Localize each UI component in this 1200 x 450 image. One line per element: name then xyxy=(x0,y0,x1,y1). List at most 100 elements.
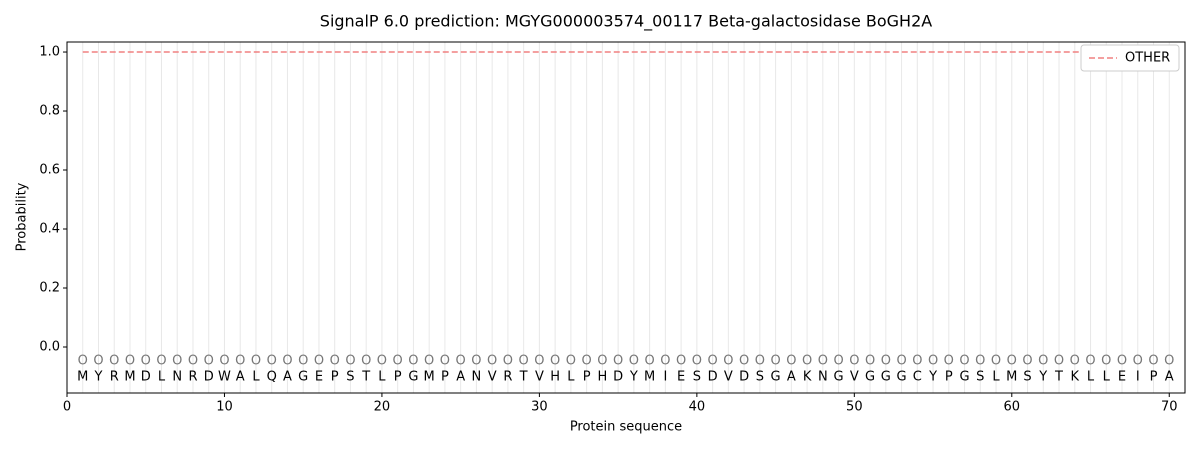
residue-label: G xyxy=(298,369,308,384)
prediction-label: O xyxy=(582,353,592,368)
prediction-label: O xyxy=(424,353,434,368)
residue-label: D xyxy=(739,369,749,384)
residue-label: L xyxy=(992,369,1000,384)
residue-label: G xyxy=(881,369,891,384)
prediction-label: O xyxy=(1070,353,1080,368)
y-axis-label: Probability xyxy=(15,182,30,251)
prediction-label: O xyxy=(912,353,922,368)
legend-label: OTHER xyxy=(1125,51,1170,66)
prediction-label: O xyxy=(471,353,481,368)
prediction-label: O xyxy=(204,353,214,368)
residue-label: S xyxy=(346,369,354,384)
y-tick-label: 1.0 xyxy=(39,45,60,60)
prediction-label: O xyxy=(975,353,985,368)
prediction-label: O xyxy=(755,353,765,368)
prediction-label: O xyxy=(865,353,875,368)
prediction-label: O xyxy=(219,353,229,368)
prediction-label: O xyxy=(739,353,749,368)
residue-label: P xyxy=(394,369,402,384)
residue-label: Y xyxy=(1038,369,1047,384)
residue-label: T xyxy=(519,369,528,384)
prediction-label: O xyxy=(109,353,119,368)
prediction-label: O xyxy=(534,353,544,368)
residue-label: V xyxy=(724,369,733,384)
prediction-label: O xyxy=(1117,353,1127,368)
residue-label: M xyxy=(424,369,435,384)
prediction-label: O xyxy=(1007,353,1017,368)
prediction-label: O xyxy=(141,353,151,368)
prediction-label: O xyxy=(1148,353,1158,368)
residue-label: A xyxy=(236,369,245,384)
prediction-label: O xyxy=(503,353,513,368)
prediction-label: O xyxy=(786,353,796,368)
residue-label: M xyxy=(77,369,88,384)
prediction-label: O xyxy=(188,353,198,368)
x-tick-label: 30 xyxy=(531,400,548,415)
prediction-label: O xyxy=(645,353,655,368)
residue-label: N xyxy=(472,369,482,384)
prediction-label: O xyxy=(78,353,88,368)
prediction-label: O xyxy=(393,353,403,368)
residue-label: Y xyxy=(928,369,937,384)
x-tick-label: 20 xyxy=(374,400,391,415)
prediction-label: O xyxy=(408,353,418,368)
residue-label: S xyxy=(976,369,984,384)
x-tick-label: 0 xyxy=(63,400,71,415)
residue-label: P xyxy=(441,369,449,384)
residue-label: V xyxy=(488,369,497,384)
prediction-label: O xyxy=(298,353,308,368)
prediction-label: O xyxy=(1085,353,1095,368)
residue-label: R xyxy=(188,369,197,384)
prediction-label: O xyxy=(959,353,969,368)
x-axis-label: Protein sequence xyxy=(570,420,682,435)
x-tick-label: 10 xyxy=(216,400,233,415)
residue-label: T xyxy=(1054,369,1063,384)
prediction-label: O xyxy=(991,353,1001,368)
prediction-label: O xyxy=(345,353,355,368)
x-tick-label: 60 xyxy=(1004,400,1021,415)
prediction-label: O xyxy=(125,353,135,368)
residue-label: L xyxy=(252,369,260,384)
x-tick-label: 50 xyxy=(846,400,863,415)
prediction-label: O xyxy=(613,353,623,368)
residue-label: G xyxy=(834,369,844,384)
prediction-label: O xyxy=(172,353,182,368)
prediction-label: O xyxy=(1038,353,1048,368)
prediction-label: O xyxy=(361,353,371,368)
residue-label: P xyxy=(945,369,953,384)
residue-label: A xyxy=(456,369,465,384)
prediction-label: O xyxy=(1022,353,1032,368)
prediction-label: O xyxy=(676,353,686,368)
plot-frame xyxy=(66,41,1186,394)
prediction-label: O xyxy=(267,353,277,368)
prediction-label: O xyxy=(723,353,733,368)
prediction-label: O xyxy=(487,353,497,368)
residue-label: Y xyxy=(629,369,638,384)
prediction-label: O xyxy=(156,353,166,368)
residue-label: M xyxy=(644,369,655,384)
prediction-label: O xyxy=(597,353,607,368)
residue-label: R xyxy=(110,369,119,384)
residue-label: L xyxy=(378,369,386,384)
y-tick-label: 0.8 xyxy=(39,104,60,119)
prediction-label: O xyxy=(707,353,717,368)
prediction-label: O xyxy=(802,353,812,368)
residue-label: C xyxy=(913,369,922,384)
residue-label: I xyxy=(1136,369,1140,384)
prediction-label: O xyxy=(896,353,906,368)
prediction-label: O xyxy=(566,353,576,368)
prediction-label: O xyxy=(1164,353,1174,368)
y-tick-label: 0.0 xyxy=(39,339,60,354)
residue-label: N xyxy=(172,369,182,384)
prediction-label: O xyxy=(629,353,639,368)
prediction-label: O xyxy=(818,353,828,368)
residue-label: D xyxy=(613,369,623,384)
x-tick-label: 70 xyxy=(1161,400,1178,415)
residue-label: E xyxy=(677,369,685,384)
residue-label: G xyxy=(897,369,907,384)
residue-label: V xyxy=(850,369,859,384)
prediction-label: O xyxy=(692,353,702,368)
residue-label: Y xyxy=(94,369,103,384)
